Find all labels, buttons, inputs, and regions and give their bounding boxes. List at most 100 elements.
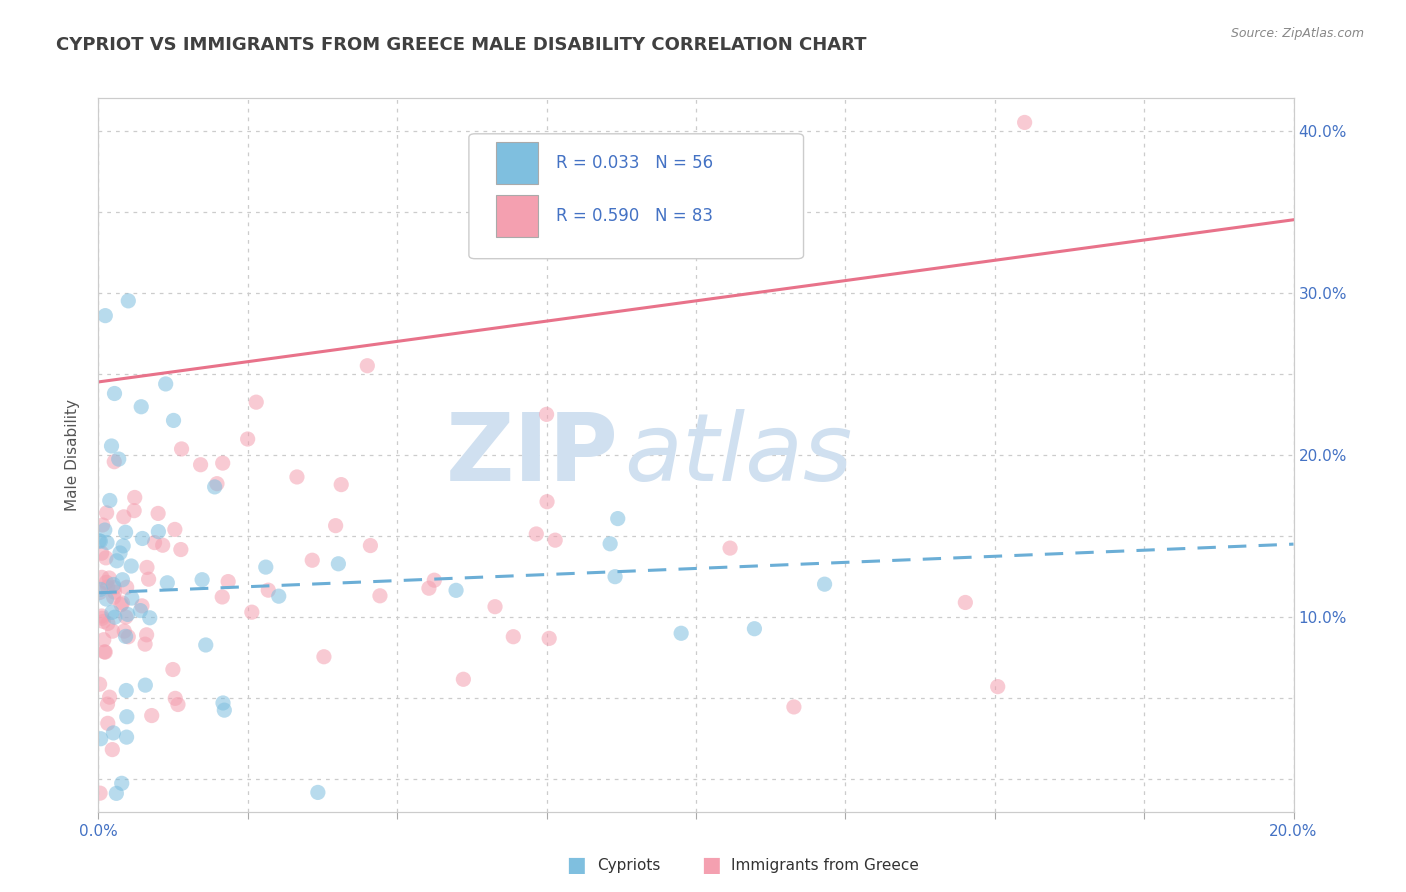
Point bbox=[538, 632, 561, 646]
Point bbox=[89, 533, 111, 548]
Point bbox=[96, 506, 118, 520]
Point bbox=[103, 386, 125, 401]
Point bbox=[156, 575, 179, 590]
Point bbox=[103, 577, 125, 591]
Point bbox=[90, 582, 112, 597]
Point bbox=[1014, 115, 1036, 129]
Text: ZIP: ZIP bbox=[446, 409, 619, 501]
Point bbox=[214, 703, 236, 717]
Point bbox=[90, 546, 112, 560]
Point bbox=[101, 606, 124, 620]
Point bbox=[205, 476, 228, 491]
Point bbox=[359, 539, 381, 553]
Point bbox=[94, 309, 117, 323]
Point bbox=[98, 690, 121, 705]
Point bbox=[89, 534, 111, 549]
Text: Immigrants from Greece: Immigrants from Greece bbox=[731, 858, 920, 872]
Point bbox=[90, 731, 112, 746]
Point bbox=[194, 638, 217, 652]
Point bbox=[599, 537, 621, 551]
Point bbox=[955, 595, 977, 609]
Point bbox=[301, 553, 323, 567]
Point bbox=[240, 605, 263, 619]
Point bbox=[103, 585, 125, 599]
Point bbox=[502, 630, 524, 644]
Text: CYPRIOT VS IMMIGRANTS FROM GREECE MALE DISABILITY CORRELATION CHART: CYPRIOT VS IMMIGRANTS FROM GREECE MALE D… bbox=[56, 36, 866, 54]
Point bbox=[105, 554, 128, 568]
Point bbox=[524, 527, 547, 541]
Point bbox=[124, 491, 146, 505]
Point bbox=[96, 697, 118, 711]
Text: Source: ZipAtlas.com: Source: ZipAtlas.com bbox=[1230, 27, 1364, 40]
Point bbox=[170, 442, 193, 456]
Point bbox=[536, 494, 558, 508]
Point bbox=[254, 560, 277, 574]
Point bbox=[217, 574, 239, 589]
Point bbox=[328, 557, 350, 571]
Point bbox=[96, 592, 118, 607]
Point bbox=[813, 577, 835, 591]
Point bbox=[129, 400, 152, 414]
Point bbox=[90, 570, 112, 584]
Point bbox=[115, 730, 138, 744]
Point bbox=[111, 573, 134, 587]
Point bbox=[536, 408, 558, 422]
Point bbox=[104, 610, 127, 624]
Point bbox=[111, 596, 134, 610]
Point bbox=[148, 524, 170, 539]
Text: R = 0.590   N = 83: R = 0.590 N = 83 bbox=[557, 207, 713, 225]
Point bbox=[91, 518, 114, 533]
Point bbox=[139, 611, 162, 625]
Point bbox=[117, 293, 139, 308]
Point bbox=[135, 628, 157, 642]
Point bbox=[423, 573, 446, 587]
Point bbox=[115, 683, 138, 698]
Text: ■: ■ bbox=[567, 855, 586, 875]
Point bbox=[112, 539, 135, 553]
Point bbox=[131, 599, 153, 613]
Point bbox=[307, 785, 329, 799]
Point bbox=[211, 590, 233, 604]
Point bbox=[100, 439, 122, 453]
Point bbox=[117, 607, 139, 622]
Point bbox=[330, 477, 353, 491]
Point bbox=[165, 691, 187, 706]
Point bbox=[107, 452, 129, 467]
Point bbox=[325, 518, 347, 533]
Point bbox=[91, 611, 114, 625]
Point bbox=[94, 645, 117, 659]
Point bbox=[121, 591, 143, 606]
Y-axis label: Male Disability: Male Disability bbox=[65, 399, 80, 511]
Point bbox=[110, 598, 132, 612]
Point bbox=[115, 580, 138, 594]
Point bbox=[114, 525, 136, 540]
Point bbox=[245, 395, 267, 409]
Point bbox=[120, 559, 142, 574]
Point bbox=[141, 708, 163, 723]
Point bbox=[257, 583, 280, 598]
Point bbox=[312, 649, 335, 664]
FancyBboxPatch shape bbox=[496, 142, 538, 185]
Point bbox=[603, 569, 626, 583]
Point bbox=[131, 532, 153, 546]
Text: Cypriots: Cypriots bbox=[598, 858, 661, 872]
Point bbox=[134, 637, 156, 651]
Point bbox=[606, 511, 628, 525]
Point bbox=[152, 538, 174, 552]
Point bbox=[108, 546, 131, 560]
Point bbox=[103, 591, 125, 605]
Point bbox=[117, 630, 139, 644]
Point bbox=[484, 599, 506, 614]
Point bbox=[987, 680, 1010, 694]
Point bbox=[89, 786, 111, 800]
Point bbox=[143, 535, 166, 549]
Point bbox=[112, 509, 135, 524]
FancyBboxPatch shape bbox=[496, 194, 538, 237]
Point bbox=[89, 585, 111, 599]
Point bbox=[97, 716, 120, 731]
Point bbox=[236, 432, 259, 446]
Point bbox=[212, 696, 235, 710]
Point bbox=[97, 580, 120, 594]
Point bbox=[669, 626, 692, 640]
Point bbox=[111, 776, 134, 790]
